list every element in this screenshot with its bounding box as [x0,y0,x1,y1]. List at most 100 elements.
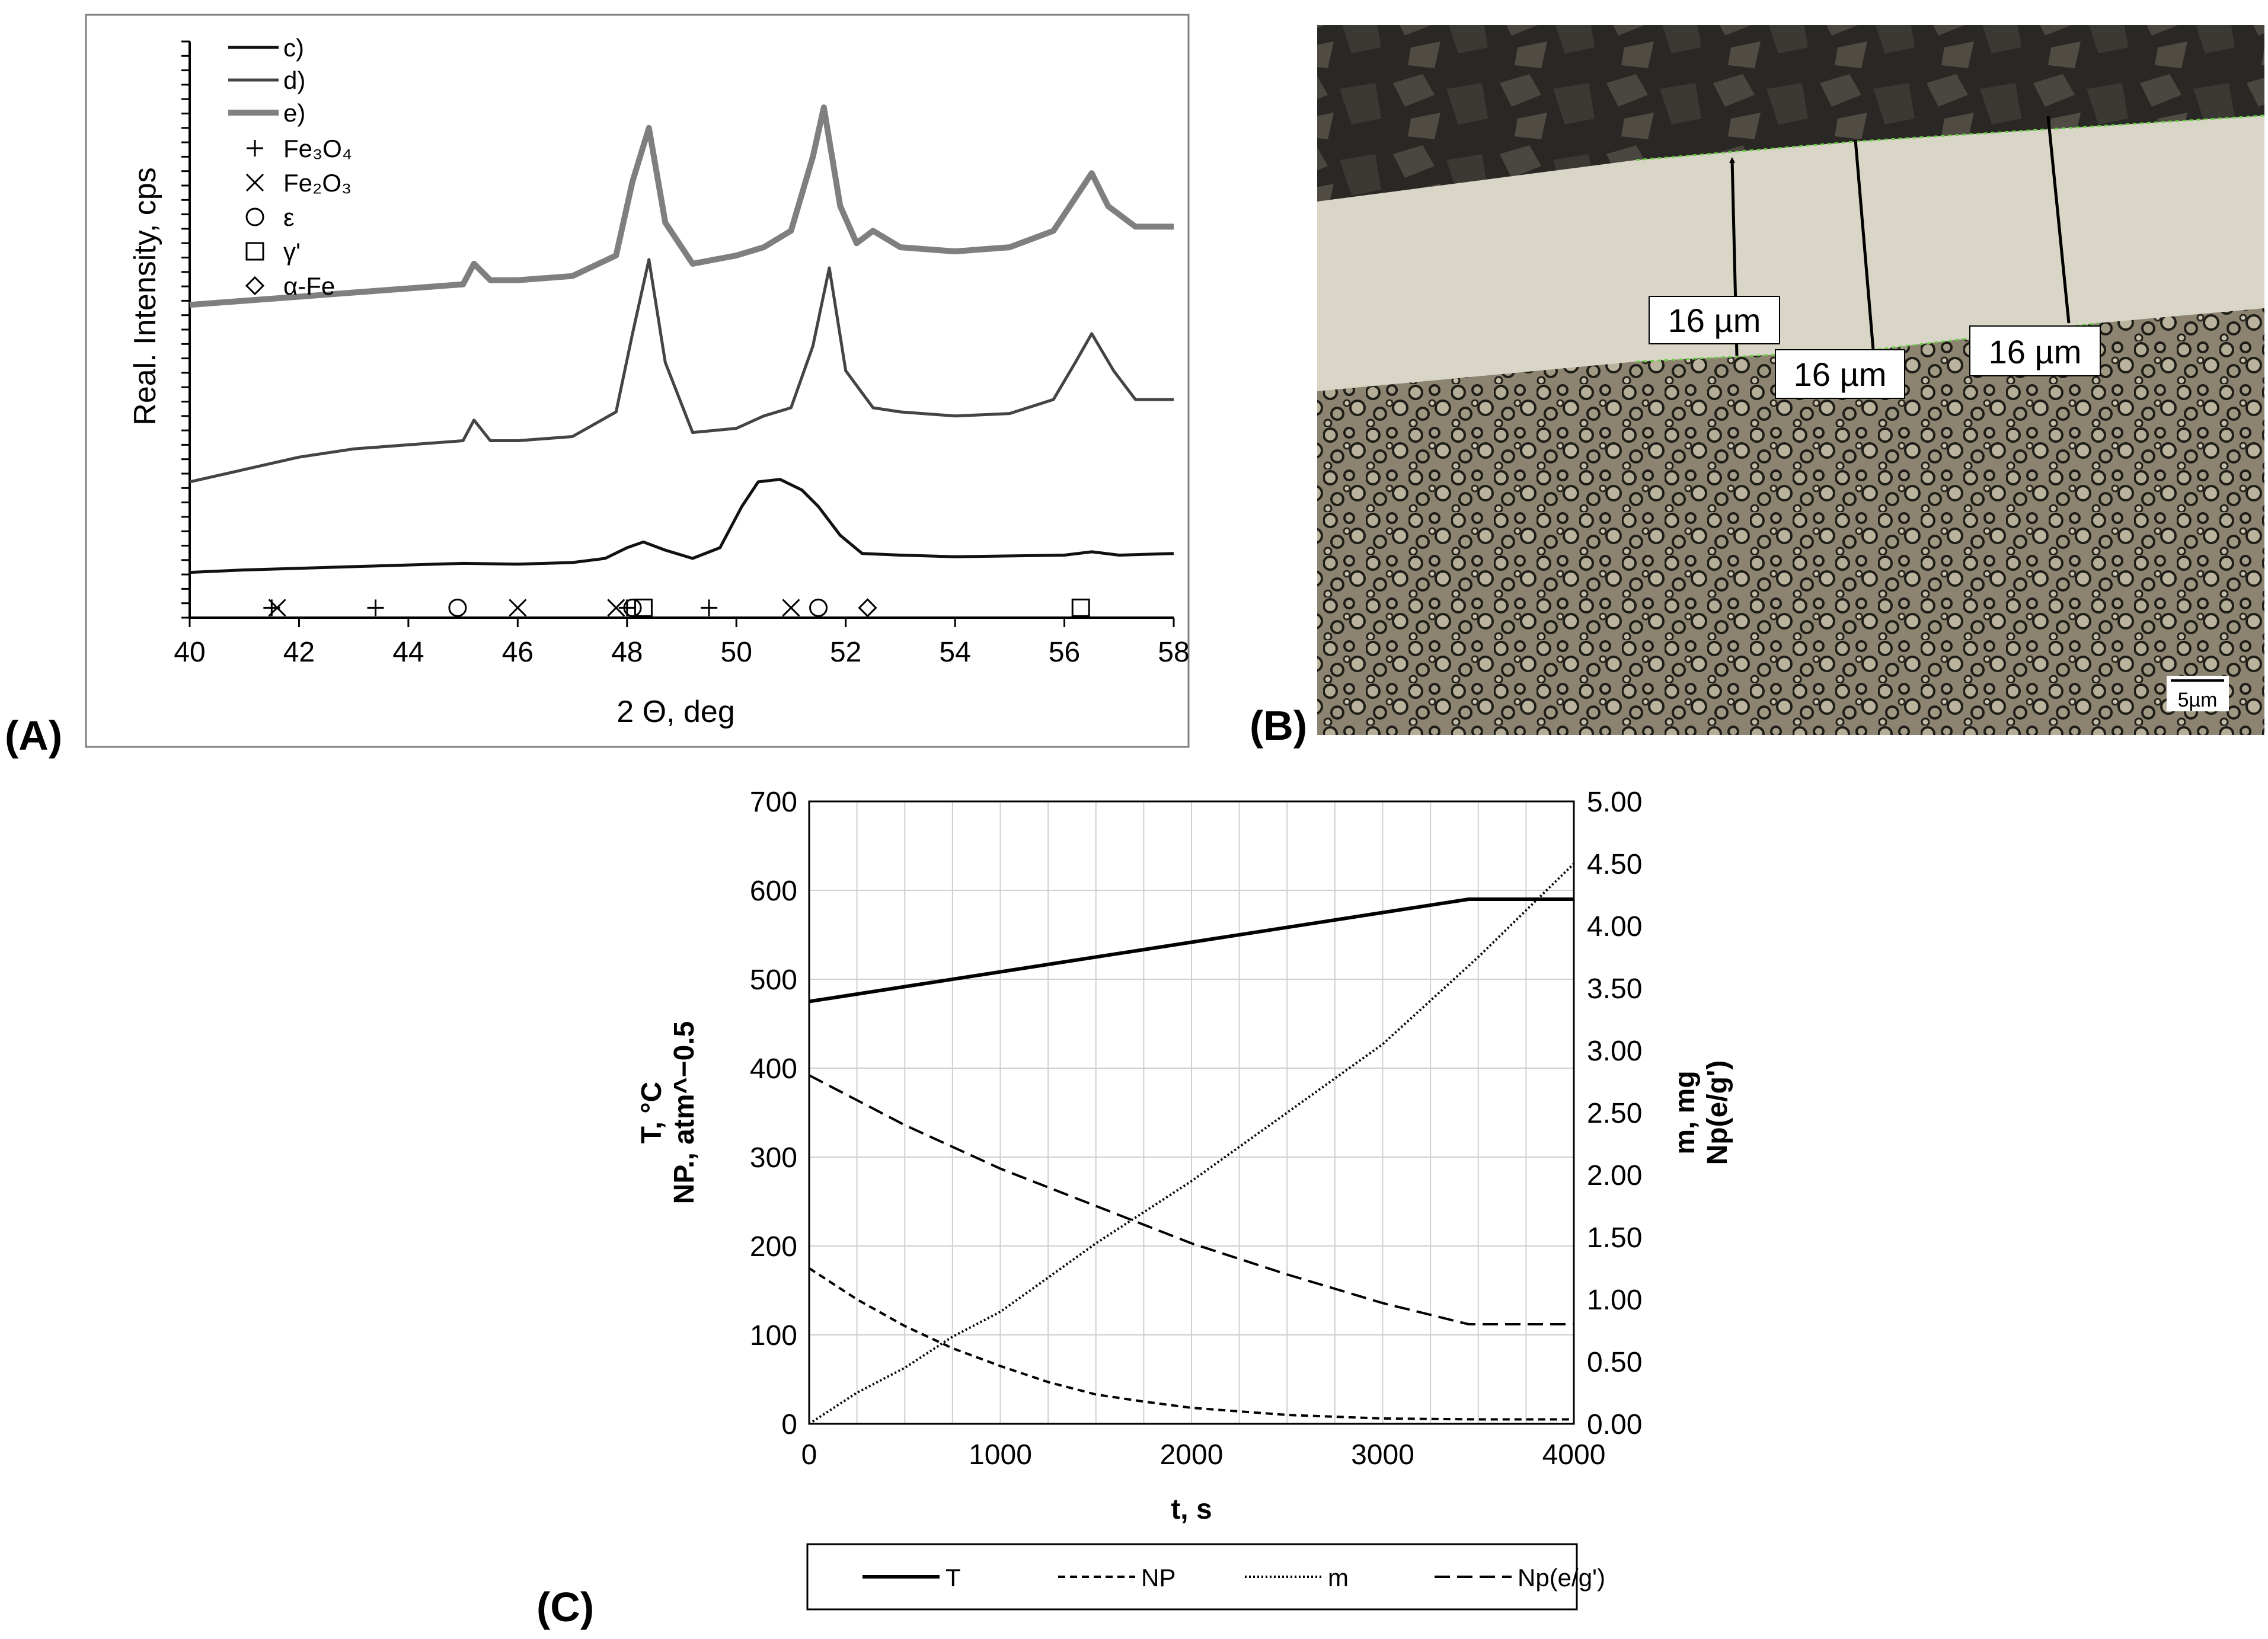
panel-c-right-tick-label: 0.50 [1587,1347,1642,1378]
measurement-text-2: 16 µm [1794,356,1887,393]
panel-a-x-tick-label: 58 [1158,637,1189,668]
panel-a-legend-symbol [245,276,265,296]
measurement-label-3: 16 µm [1969,325,2101,376]
panel-a-legend-symbol [245,242,264,261]
panel-a-x-axis-title: 2 Θ, deg [616,695,734,729]
panel-c-right-tick-label: 3.50 [1587,973,1642,1005]
thickness-arrow-3 [2046,116,2071,324]
panel-a-phase-marker [634,598,653,617]
panel-c-x-tick-label: 0 [801,1439,817,1471]
panel-c-x-tick-label: 4000 [1542,1439,1606,1471]
micrograph-nitrided-layer [1317,116,2264,391]
panel-b-micrograph: 16 µm 16 µm 16 µm 5µm [1317,25,2265,735]
panel-c-left-tick-label: 500 [750,964,797,996]
panel-c-right-tick-label: 1.00 [1587,1285,1642,1316]
panel-c-right-title-line-2: Np(e/g') [1702,1060,1733,1165]
panel-c-ticks: 0 1000 2000 3000 4000 0 100 200 300 400 500 600 700 0… [750,787,1643,1471]
panel-c-label: (C) [536,1584,594,1630]
thickness-arrow-2 [1854,139,1875,350]
panel-a-x-tick-label: 52 [830,637,861,668]
panel-a-y-axis-title: Real. Intensity, cps [128,167,162,425]
panel-a-legend-label: e) [283,99,305,127]
panel-c-gridlines [809,801,1574,1424]
panel-c-series [808,862,1575,1425]
panel-a-phase-marker [809,598,828,617]
panel-a-legend: c) d) e) Fe₃O₄ Fe₂O₃ ε γ' α-Fe [228,34,352,300]
panel-c-kinetics-chart: 0 1000 2000 3000 4000 0 100 200 300 400 500 600 700 0… [636,787,1733,1611]
panel-a-legend-label: Fe₃O₄ [283,135,352,162]
panel-c-left-title-line-2: NP., atm^−0.5 [669,1021,700,1205]
panel-c-x-axis-title: t, s [1171,1494,1212,1525]
panel-a-phase-marker [607,599,625,617]
panel-c-left-title-line-1: T, °C [636,1082,667,1144]
panel-b-label: (B) [1250,702,1307,749]
panel-c-left-tick-label: 400 [750,1053,797,1085]
panel-a-phase-marker [509,599,527,617]
micrograph-resin [1317,25,2264,202]
panel-a-x-tick-label: 40 [174,637,205,668]
measurement-label-1: 16 µm [1649,296,1780,344]
panel-a-x-tick-label: 46 [502,637,534,668]
panel-c-right-tick-label: 2.50 [1587,1098,1642,1129]
scale-bar: 5µm [2167,676,2229,711]
panel-a-y-ticks [181,40,190,619]
panel-c-left-tick-label: 100 [750,1320,797,1352]
panel-c-legend-label: T [945,1564,961,1592]
panel-c-left-tick-label: 600 [750,876,797,907]
panel-a-x-tick-label: 42 [283,637,315,668]
panel-c-left-tick-label: 200 [750,1231,797,1263]
panel-a-phase-marker [367,599,384,616]
panel-a-legend-label: γ' [283,238,301,266]
panel-c-right-tick-label: 1.50 [1587,1222,1642,1254]
panel-a-legend-symbol [245,173,264,192]
panel-a-series [189,104,1174,574]
panel-c-x-tick-label: 2000 [1160,1439,1224,1471]
panel-c-series-line [808,862,1575,1425]
panel-c-right-tick-label: 5.00 [1587,787,1642,818]
panel-c-legend-label: m [1328,1564,1349,1592]
panel-a-phase-marker [701,599,718,616]
panel-a-x-tick-label: 44 [392,637,424,668]
panel-a-x-tick-label: 50 [721,637,752,668]
panel-a-series-line [189,104,1174,308]
panel-c-left-axis-title: T, °C NP., atm^−0.5 [636,1021,700,1205]
panel-a-x-ticks: 40 42 44 46 48 50 52 54 56 58 [174,618,1190,668]
panel-a-legend-symbol [245,207,264,226]
panel-a-legend-label: α-Fe [283,272,335,300]
panel-c-right-tick-label: 0.00 [1587,1409,1642,1440]
panel-a-phase-marker [268,599,286,617]
panel-c-left-tick-label: 300 [750,1142,797,1174]
panel-c-legend-label: NP [1141,1564,1175,1592]
panel-a-phase-markers [263,598,1090,618]
panel-c-legend: T NP m Np(e/g') [863,1564,1605,1592]
panel-a-xrd-chart: 40 42 44 46 48 50 52 54 56 58 2 Θ, deg Real. Inte… [85,14,1190,748]
panel-a-label: (A) [5,713,62,759]
panel-a-x-tick-label: 54 [939,637,970,668]
panel-c-right-tick-label: 2.00 [1587,1160,1642,1191]
scale-bar-label: 5µm [2178,689,2218,711]
panel-c-left-tick-label: 0 [781,1409,797,1440]
panel-c-series-line [808,1267,1574,1421]
panel-c-plot-area [808,800,1575,1425]
panel-a-x-tick-label: 48 [611,637,643,668]
panel-c-x-tick-label: 3000 [1351,1439,1414,1471]
panel-a-phase-marker [1071,598,1090,617]
panel-c-right-tick-label: 3.00 [1587,1036,1642,1067]
panel-c-right-tick-label: 4.50 [1587,849,1642,880]
panel-c-right-axis-title: m, mg Np(e/g') [1669,1060,1733,1165]
panel-a-legend-label: Fe₂O₃ [283,169,352,197]
measurement-text-1: 16 µm [1668,302,1761,339]
panel-a-legend-label: ε [283,203,295,231]
panel-c-right-title-line-1: m, mg [1669,1071,1701,1154]
panel-c-legend-label: Np(e/g') [1518,1564,1605,1592]
panel-a-x-tick-label: 56 [1049,637,1080,668]
panel-a-phase-marker [782,599,800,617]
panel-c-left-tick-label: 700 [750,787,797,818]
panel-a-legend-label: c) [283,34,304,62]
panel-a-phase-marker [623,598,642,617]
panel-c-x-tick-label: 1000 [969,1439,1032,1471]
panel-c-series-line [809,1074,1574,1325]
panel-a-series-line [189,258,1174,484]
panel-c-right-tick-label: 4.00 [1587,911,1642,942]
